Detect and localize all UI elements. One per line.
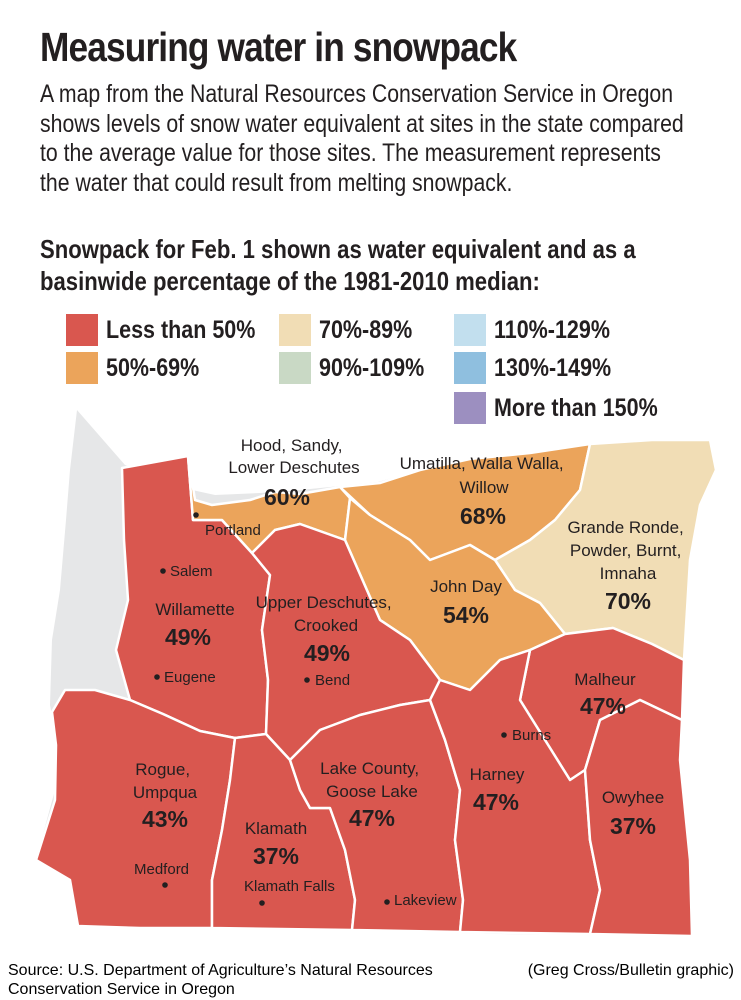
basin-name-grande-ronde: Grande Ronde, Powder, Burnt, Imnaha	[568, 518, 689, 583]
basin-owyhee	[583, 698, 694, 938]
city-dot	[501, 732, 507, 738]
city-dot	[193, 512, 199, 518]
basin-name-klamath: Klamath	[245, 819, 307, 838]
city-salem: Salem	[160, 563, 213, 580]
legend-label: 70%-89%	[319, 315, 413, 344]
basin-name-willamette: Willamette	[155, 600, 234, 619]
basin-percent-lake-county: 47%	[349, 805, 395, 831]
city-label: Burns	[512, 727, 551, 744]
basin-percent-grande-ronde: 70%	[605, 588, 651, 614]
basin-percent-john-day: 54%	[443, 602, 489, 628]
city-label: Bend	[315, 672, 350, 689]
legend-item-130-149: 130%-149%	[454, 352, 630, 384]
legend-item-70-89: 70%-89%	[279, 314, 427, 346]
legend-swatch	[66, 314, 98, 346]
city-label: Salem	[170, 563, 213, 580]
basin-percent-harney: 47%	[473, 789, 519, 815]
city-dot	[259, 900, 265, 906]
basin-name-rogue-umpqua: Rogue, Umpqua	[133, 760, 198, 802]
city-portland: Portland	[193, 512, 261, 539]
city-label: Lakeview	[394, 892, 457, 909]
basin-percent-owyhee: 37%	[610, 813, 656, 839]
snowpack-graphic: Measuring water in snowpack A map from t…	[34, 24, 718, 938]
city-dot	[160, 568, 166, 574]
city-bend: Bend	[304, 672, 350, 689]
basin-name-hood-sandy: Hood, Sandy, Lower Deschutes	[228, 436, 359, 477]
source-note: Source: U.S. Department of Agriculture’s…	[8, 962, 433, 998]
basin-percent-willamette: 49%	[165, 624, 211, 650]
oregon-basin-map: Hood, Sandy, Lower Deschutes 60% Umatill…	[34, 410, 718, 938]
city-lakeview: Lakeview	[384, 892, 457, 909]
legend-swatch	[454, 352, 486, 384]
city-burns: Burns	[501, 727, 551, 744]
basin-name-upper-deschutes: Upper Deschutes, Crooked	[256, 593, 397, 635]
city-label: Medford	[134, 861, 189, 878]
city-dot	[162, 882, 168, 888]
basin-name-harney: Harney	[470, 765, 525, 784]
city-label: Eugene	[164, 669, 216, 686]
basin-rogue-umpqua	[34, 688, 237, 930]
city-dot	[384, 899, 390, 905]
city-eugene: Eugene	[154, 669, 216, 686]
graphic-credit: (Greg Cross/Bulletin graphic)	[527, 962, 734, 979]
legend-item-more-than-150: More than 150%	[454, 392, 684, 424]
basin-name-umatilla: Umatilla, Walla Walla, Willow	[400, 454, 569, 497]
basin-percent-malheur: 47%	[580, 693, 626, 719]
graphic-title: Measuring water in snowpack	[40, 24, 517, 70]
legend-swatch	[279, 314, 311, 346]
basin-percent-upper-deschutes: 49%	[304, 640, 350, 666]
legend-label: 50%-69%	[106, 353, 200, 382]
basin-percent-klamath: 37%	[253, 843, 299, 869]
basin-name-lake-county: Lake County, Goose Lake	[320, 759, 424, 801]
legend-swatch	[454, 314, 486, 346]
basin-percent-rogue-umpqua: 43%	[142, 806, 188, 832]
basin-percent-umatilla: 68%	[460, 503, 506, 529]
basin-name-malheur: Malheur	[574, 670, 636, 689]
legend-label: 90%-109%	[319, 353, 425, 382]
city-dot	[154, 674, 160, 680]
legend-swatch	[454, 392, 486, 424]
legend-label: 130%-149%	[494, 353, 612, 382]
legend-item-90-109: 90%-109%	[279, 352, 441, 384]
map-subhead: Snowpack for Feb. 1 shown as water equiv…	[40, 234, 636, 296]
city-dot	[304, 677, 310, 683]
intro-text: A map from the Natural Resources Conserv…	[40, 80, 684, 197]
legend-item-50-69: 50%-69%	[66, 352, 214, 384]
legend-label: More than 150%	[494, 393, 658, 422]
legend-label: Less than 50%	[106, 315, 256, 344]
legend-swatch	[279, 352, 311, 384]
legend-item-110-129: 110%-129%	[454, 314, 629, 346]
city-klamath-falls: Klamath Falls	[244, 878, 335, 906]
legend-item-less-than-50: Less than 50%	[66, 314, 280, 346]
legend-swatch	[66, 352, 98, 384]
city-label: Portland	[205, 522, 261, 539]
basin-name-owyhee: Owyhee	[602, 788, 664, 807]
basin-name-john-day: John Day	[430, 577, 502, 596]
city-label: Klamath Falls	[244, 878, 335, 895]
city-medford: Medford	[134, 861, 189, 888]
basin-percent-hood-sandy: 60%	[264, 484, 310, 510]
legend-label: 110%-129%	[494, 315, 610, 344]
